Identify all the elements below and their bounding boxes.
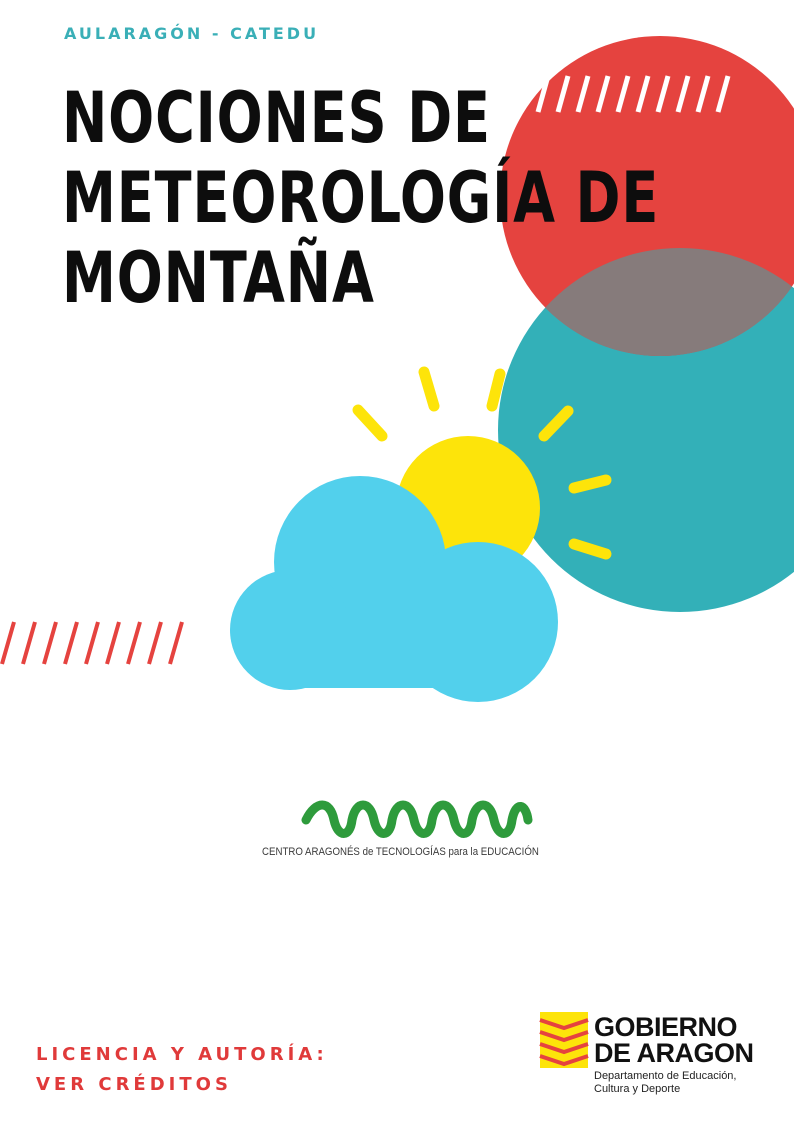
sun-rays <box>352 366 612 560</box>
gobierno-name-line-2: DE ARAGON <box>594 1038 754 1068</box>
catedu-logo-wave <box>301 800 533 838</box>
gobierno-name-line-1: GOBIERNO <box>594 1012 738 1042</box>
licence-link[interactable]: LICENCIA Y AUTORÍA: VER CRÉDITOS <box>36 1040 328 1100</box>
gobierno-dept-line-2: Cultura y Deporte <box>594 1083 681 1095</box>
header-label: AULARAGÓN - CATEDU <box>64 24 320 43</box>
cloud-icon <box>230 476 558 702</box>
slashes-top <box>555 75 731 113</box>
gobierno-logo-text: GOBIERNO DE ARAGON <box>594 1012 754 1068</box>
page-title: NOCIONES DE METEOROLOGÍA DE MONTAÑA <box>62 77 660 319</box>
title-line-2: METEOROLOGÍA DE <box>62 157 660 239</box>
gobierno-department: Departamento de Educación, Cultura y Dep… <box>594 1070 736 1096</box>
title-line-3: MONTAÑA <box>62 237 375 319</box>
catedu-caption: CENTRO ARAGONÉS de TECNOLOGÍAS para la E… <box>262 846 539 858</box>
licence-line-1: LICENCIA Y AUTORÍA: <box>36 1044 328 1065</box>
title-line-1: NOCIONES DE <box>62 77 491 159</box>
aragon-flag-icon <box>539 1012 589 1068</box>
slashes-bottom <box>0 621 184 665</box>
gobierno-dept-line-1: Departamento de Educación, <box>594 1070 737 1082</box>
licence-line-2: VER CRÉDITOS <box>36 1074 232 1095</box>
